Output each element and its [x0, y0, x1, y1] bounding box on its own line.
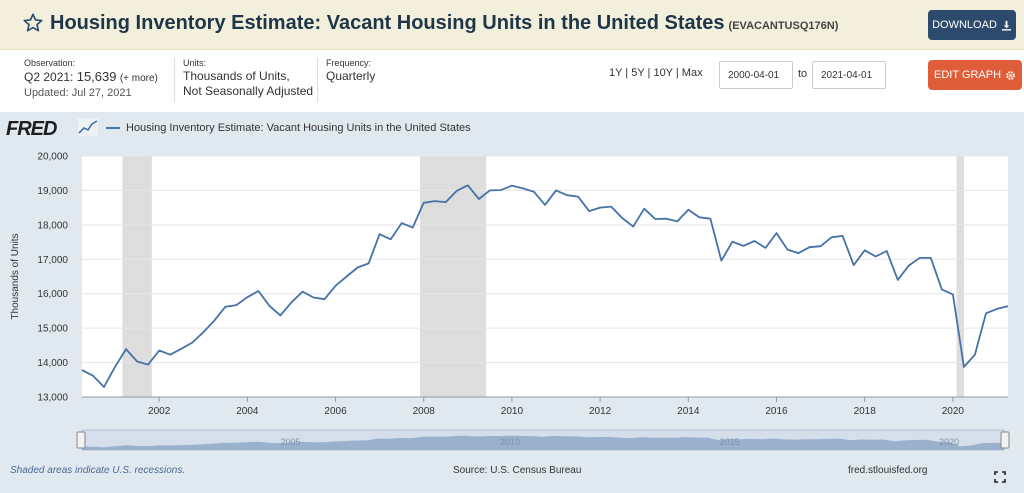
fullscreen-icon[interactable]: [994, 471, 1006, 483]
y-axis-title: Thousands of Units: [10, 233, 21, 319]
page-title-text: Housing Inventory Estimate: Vacant Housi…: [50, 12, 725, 34]
download-button[interactable]: DOWNLOAD: [928, 10, 1016, 40]
x-tick-label: 2014: [677, 406, 700, 417]
meta-divider: [174, 58, 175, 102]
start-date-input[interactable]: [719, 61, 793, 89]
y-tick-label: 13,000: [37, 393, 68, 404]
navigator-left-handle[interactable]: [76, 431, 86, 449]
title-bar: Housing Inventory Estimate: Vacant Housi…: [0, 0, 1024, 50]
x-tick-label: 2006: [324, 406, 347, 417]
meta-divider: [317, 58, 318, 102]
navigator-tick-label: 2005: [281, 437, 301, 447]
fred-url[interactable]: fred.stlouisfed.org: [848, 465, 928, 476]
y-tick-label: 17,000: [37, 255, 68, 266]
navigator-tick-label: 2015: [720, 437, 740, 447]
updated-date: Updated: Jul 27, 2021: [24, 87, 132, 99]
x-tick-label: 2016: [765, 406, 788, 417]
recession-band: [420, 156, 487, 397]
y-tick-label: 14,000: [37, 358, 68, 369]
legend-label: Housing Inventory Estimate: Vacant Housi…: [126, 122, 471, 134]
y-tick-label: 18,000: [37, 220, 68, 231]
observation-value: 15,639: [76, 69, 117, 84]
plot-area: [82, 156, 1008, 397]
x-tick-label: 2020: [942, 406, 965, 417]
frequency-label: Frequency:: [326, 58, 372, 68]
fred-logo-spark-icon: [78, 118, 98, 136]
end-date-input[interactable]: [812, 61, 886, 89]
edit-graph-button[interactable]: EDIT GRAPH: [928, 60, 1022, 90]
gear-icon: [1006, 70, 1015, 80]
frequency-block: Frequency: Quarterly: [326, 58, 375, 84]
observation-label: Observation:: [24, 58, 76, 68]
x-tick-label: 2012: [589, 406, 612, 417]
edit-graph-label: EDIT GRAPH: [933, 69, 1002, 81]
x-tick-label: 2018: [854, 406, 877, 417]
units-line-2: Not Seasonally Adjusted: [183, 84, 314, 98]
frequency-value: Quarterly: [326, 69, 376, 83]
series-id: (EVACANTUSQ176N): [728, 20, 839, 32]
x-tick-label: 2008: [413, 406, 436, 417]
legend-swatch: [106, 127, 120, 129]
units-block: Units: Thousands of Units, Not Seasonall…: [183, 58, 313, 99]
y-tick-label: 16,000: [37, 289, 68, 300]
navigator[interactable]: 2005 2010 2015 2020: [70, 428, 1016, 454]
recession-note: Shaded areas indicate U.S. recessions.: [10, 465, 186, 476]
series-line: [81, 184, 1009, 388]
navigator-tick-label: 2020: [939, 437, 959, 447]
to-label: to: [798, 68, 808, 80]
download-button-label: DOWNLOAD: [932, 19, 997, 31]
y-tick-label: 20,000: [37, 152, 68, 163]
observation-more-link[interactable]: (+ more): [119, 73, 158, 84]
units-line-1: Thousands of Units,: [183, 69, 290, 83]
range-links[interactable]: 1Y | 5Y | 10Y | Max: [609, 67, 703, 79]
x-tick-label: 2004: [236, 406, 259, 417]
units-label: Units:: [183, 58, 207, 68]
chart-legend: Housing Inventory Estimate: Vacant Housi…: [106, 122, 471, 134]
star-icon[interactable]: [22, 12, 44, 34]
navigator-series-area: [82, 435, 1004, 450]
observation-block: Observation: Q2 2021: 15,639 (+ more) Up…: [24, 58, 158, 101]
y-tick-label: 15,000: [37, 324, 68, 335]
recession-band: [122, 156, 152, 397]
observation-period: Q2 2021:: [24, 70, 74, 84]
fred-logo: FRED: [6, 118, 57, 140]
download-icon: [1001, 20, 1011, 31]
y-tick-label: 19,000: [37, 186, 68, 197]
navigator-right-handle[interactable]: [1000, 431, 1010, 449]
x-tick-label: 2010: [501, 406, 524, 417]
page-title: Housing Inventory Estimate: Vacant Housi…: [50, 12, 838, 35]
x-tick-label: 2002: [148, 406, 171, 417]
recession-band: [956, 156, 964, 397]
source-text: Source: U.S. Census Bureau: [453, 465, 582, 476]
navigator-tick-label: 2010: [500, 437, 520, 447]
line-chart: 13,000 14,000 15,000 16,000 17,000 18,000 19,0…: [10, 152, 1009, 417]
